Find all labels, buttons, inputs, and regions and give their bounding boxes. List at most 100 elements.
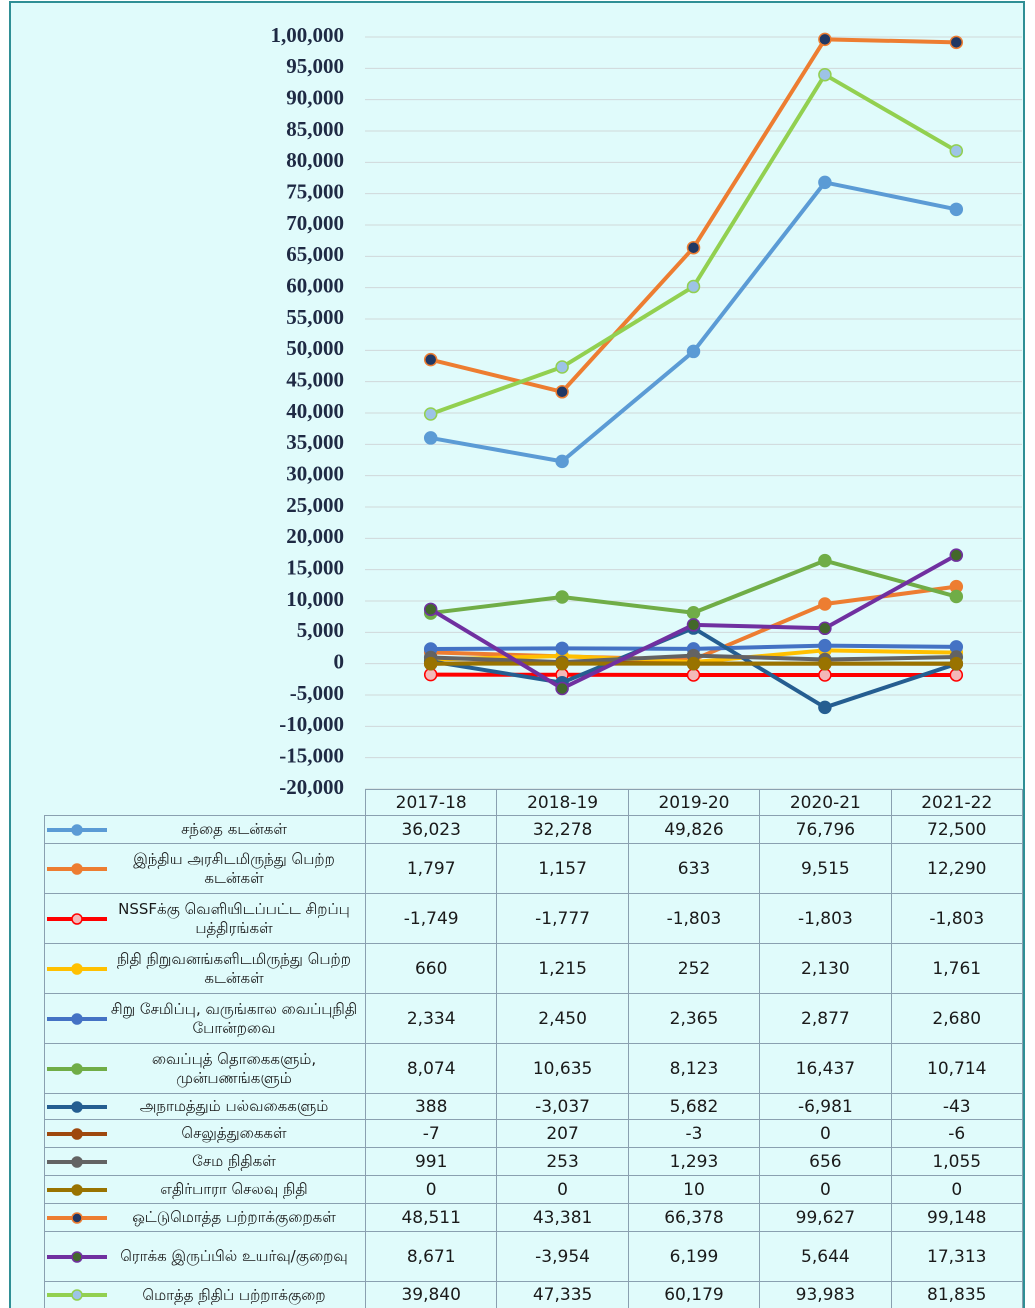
value-cell: 253 — [496, 1147, 629, 1176]
value-cell: 16,437 — [759, 1043, 892, 1094]
header-row: 2017-18 2018-19 2019-20 2020-21 2021-22 — [45, 789, 1023, 816]
value-cell: 60,179 — [627, 1281, 761, 1308]
value-cell: 93,983 — [759, 1281, 892, 1308]
data-point — [818, 597, 832, 611]
value-cell: 0 — [496, 1175, 629, 1204]
value-cell: -3,037 — [496, 1093, 629, 1120]
data-point — [949, 144, 964, 158]
value-cell: 81,835 — [890, 1281, 1023, 1308]
value-cell: 2,334 — [364, 993, 498, 1044]
data-point — [686, 240, 701, 255]
legend-dot — [71, 1155, 83, 1168]
legend-entry: சந்தை கடன்கள் — [46, 820, 365, 839]
y-tick-label: 70,000 — [286, 211, 344, 235]
legend-marker — [47, 1250, 107, 1263]
value-cell: 2,450 — [496, 993, 629, 1044]
table-row: சிறு சேமிப்பு, வருங்கால வைப்புநிதி போன்ற… — [44, 993, 1023, 1044]
data-point — [555, 360, 569, 374]
legend-entry: NSSFக்கு வெளியிடப்பட்ட சிறப்பு பத்திரங்க… — [46, 899, 365, 938]
y-tick-label: 40,000 — [286, 399, 344, 423]
value-cell: 0 — [364, 1175, 498, 1204]
legend-label: வைப்புத் தொகைகளும், முன்பணங்களும் — [151, 1049, 317, 1087]
legend-entry: எதிர்பாரா செலவு நிதி — [46, 1180, 365, 1199]
y-tick-label: 95,000 — [286, 54, 344, 78]
legend-dot — [71, 1100, 83, 1113]
y-tick-label: 45,000 — [286, 367, 344, 391]
value-cell: 10 — [627, 1175, 761, 1204]
value-cell: 2,680 — [890, 993, 1023, 1044]
legend-marker — [47, 1062, 107, 1075]
value-cell: 0 — [759, 1119, 892, 1148]
legend-label: ஒட்டுமொத்த பற்றாக்குறைகள் — [132, 1208, 336, 1226]
legend-label: நிதி நிறுவனங்களிடமிருந்து பெற்ற கடன்கள் — [117, 949, 351, 987]
value-cell: 1,055 — [890, 1147, 1023, 1176]
series-name-cell: எதிர்பாரா செலவு நிதி — [44, 1175, 366, 1204]
value-cell: 43,381 — [496, 1203, 629, 1232]
data-point — [686, 279, 701, 294]
data-point — [686, 618, 701, 632]
legend-marker — [47, 823, 107, 836]
legend-dot — [71, 1289, 83, 1301]
category-label: 2020-21 — [759, 789, 892, 816]
y-tick-label: 55,000 — [286, 305, 344, 329]
legend-marker — [47, 1155, 107, 1168]
legend-marker — [47, 1127, 107, 1140]
legend-entry: மொத்த நிதிப் பற்றாக்குறை — [46, 1285, 365, 1305]
value-cell: -1,803 — [627, 893, 761, 944]
value-cell: -6 — [890, 1119, 1023, 1148]
y-tick-label: 60,000 — [286, 273, 344, 297]
legend-entry: வைப்புத் தொகைகளும், முன்பணங்களும் — [46, 1049, 365, 1088]
legend-label: NSSFக்கு வெளியிடப்பட்ட சிறப்பு பத்திரங்க… — [118, 899, 350, 937]
y-tick-label: 65,000 — [286, 242, 344, 266]
legend-dot — [71, 862, 83, 875]
data-point — [818, 175, 832, 190]
legend-dot — [71, 823, 83, 836]
value-cell: 2,130 — [759, 943, 892, 994]
value-cell: -6,981 — [759, 1093, 892, 1120]
legend-entry: ஒட்டுமொத்த பற்றாக்குறைகள் — [46, 1208, 365, 1227]
legend-dot — [71, 1211, 83, 1224]
legend-entry: செலுத்துகைகள் — [46, 1124, 365, 1143]
y-tick-label: 90,000 — [286, 85, 344, 109]
data-point — [818, 553, 832, 568]
y-tick-label: 15,000 — [286, 555, 344, 579]
value-cell: 5,644 — [759, 1231, 892, 1282]
y-tick-label: 80,000 — [286, 148, 344, 172]
legend-label: இந்திய அரசிடமிருந்து பெற்ற கடன்கள் — [133, 849, 335, 887]
y-tick-label: 35,000 — [286, 430, 344, 454]
value-cell: 8,074 — [364, 1043, 498, 1094]
legend-label: எதிர்பாரா செலவு நிதி — [160, 1180, 308, 1198]
legend-dot — [71, 1250, 83, 1263]
legend-label: செலுத்துகைகள் — [181, 1124, 287, 1142]
legend-label: மொத்த நிதிப் பற்றாக்குறை — [142, 1285, 326, 1304]
value-cell: 66,378 — [627, 1203, 761, 1232]
table-row: சேம நிதிகள் 991 253 1,293 656 1,055 — [44, 1147, 1023, 1176]
legend-entry: சேம நிதிகள் — [46, 1152, 365, 1171]
data-point — [949, 589, 964, 604]
value-cell: 991 — [364, 1147, 498, 1176]
value-cell: 48,511 — [364, 1203, 498, 1232]
y-tick-label: 5,000 — [297, 618, 344, 642]
value-cell: -1,749 — [364, 893, 498, 944]
value-cell: 1,215 — [496, 943, 629, 994]
series-name-cell: சந்தை கடன்கள் — [44, 815, 366, 844]
value-cell: 39,840 — [364, 1281, 498, 1308]
series-name-cell: NSSFக்கு வெளியிடப்பட்ட சிறப்பு பத்திரங்க… — [44, 893, 366, 944]
legend-dot — [71, 912, 83, 925]
series-name-cell: செலுத்துகைகள் — [44, 1119, 366, 1148]
table-row: ரொக்க இருப்பில் உயர்வு/குறைவு 8,671 -3,954… — [44, 1231, 1023, 1282]
value-cell: 72,500 — [890, 815, 1023, 844]
data-point — [818, 656, 832, 671]
data-point — [686, 344, 701, 359]
category-label: 2018-19 — [496, 789, 629, 816]
value-cell: 660 — [364, 943, 498, 994]
y-tick-label: 75,000 — [286, 179, 344, 203]
legend-label: அநாமத்தும் பல்வகைகளும் — [139, 1097, 329, 1115]
legend-marker — [47, 1012, 107, 1025]
data-point — [818, 621, 832, 636]
table-row: சந்தை கடன்கள் 36,023 32,278 49,826 76,796 72,… — [44, 815, 1023, 844]
value-cell: 8,123 — [627, 1043, 761, 1094]
table-row: வைப்புத் தொகைகளும், முன்பணங்களும் 8,074 10… — [44, 1043, 1023, 1094]
data-point — [949, 668, 964, 682]
category-label: 2021-22 — [890, 789, 1023, 816]
